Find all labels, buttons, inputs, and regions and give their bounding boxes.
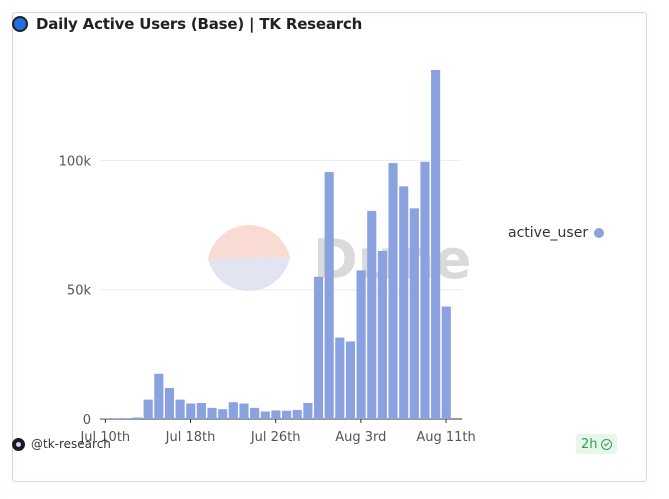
bar[interactable] <box>143 399 153 419</box>
bars <box>101 70 451 419</box>
bar[interactable] <box>409 208 419 419</box>
base-logo-icon <box>12 16 28 32</box>
legend[interactable]: active_user <box>508 225 605 241</box>
x-tick-labels: Jul 10th Jul 18th Jul 26th Aug 3rd Aug 11th <box>79 419 476 445</box>
y-tick-labels: 0 50k 100k <box>59 154 92 428</box>
legend-label[interactable]: active_user <box>508 225 589 241</box>
bar[interactable] <box>441 306 451 419</box>
bar[interactable] <box>292 409 302 419</box>
bar[interactable] <box>154 373 164 419</box>
bar[interactable] <box>101 418 111 419</box>
bar[interactable] <box>388 163 398 419</box>
refresh-age: 2h <box>581 436 598 452</box>
bar[interactable] <box>367 210 377 419</box>
chart-header: Daily Active Users (Base) | TK Research <box>12 12 362 36</box>
bar[interactable] <box>186 403 196 419</box>
x-tick-label: Aug 11th <box>416 430 475 445</box>
bar[interactable] <box>218 409 228 419</box>
chart-title[interactable]: Daily Active Users (Base) | TK Research <box>36 15 363 33</box>
bar[interactable] <box>377 250 387 419</box>
y-tick-label: 50k <box>67 284 92 299</box>
bar[interactable] <box>303 402 313 419</box>
y-tick-label: 0 <box>83 413 91 428</box>
bar[interactable] <box>122 418 132 419</box>
bar[interactable] <box>239 403 249 419</box>
x-tick-label: Jul 18th <box>165 430 216 445</box>
x-tick-label: Jul 10th <box>79 430 130 445</box>
bar[interactable] <box>324 172 334 419</box>
bar[interactable] <box>132 417 143 419</box>
bar[interactable] <box>207 407 217 419</box>
bar[interactable] <box>271 410 281 419</box>
bar[interactable] <box>111 418 121 419</box>
bar[interactable] <box>335 337 345 419</box>
refresh-badge[interactable]: 2h <box>576 434 617 454</box>
bar[interactable] <box>313 276 324 419</box>
bar[interactable] <box>260 411 270 420</box>
x-tick-label: Jul 26th <box>250 430 301 445</box>
bar[interactable] <box>175 399 185 419</box>
avatar-icon <box>12 437 25 451</box>
legend-swatch-icon <box>594 228 605 238</box>
bar[interactable] <box>420 161 430 419</box>
bar[interactable] <box>282 410 292 419</box>
author-handle[interactable]: @tk-research <box>31 437 111 451</box>
x-tick-label: Aug 3rd <box>335 430 386 445</box>
bar[interactable] <box>228 402 238 419</box>
bar[interactable] <box>399 186 409 419</box>
bar[interactable] <box>164 387 175 419</box>
bar[interactable] <box>431 70 441 419</box>
bar[interactable] <box>250 407 260 419</box>
author-link[interactable]: @tk-research <box>12 437 111 451</box>
bar[interactable] <box>196 402 206 419</box>
check-circle-icon <box>600 438 612 450</box>
bar[interactable] <box>345 341 356 419</box>
bar[interactable] <box>356 270 366 419</box>
y-tick-label: 100k <box>59 154 92 169</box>
